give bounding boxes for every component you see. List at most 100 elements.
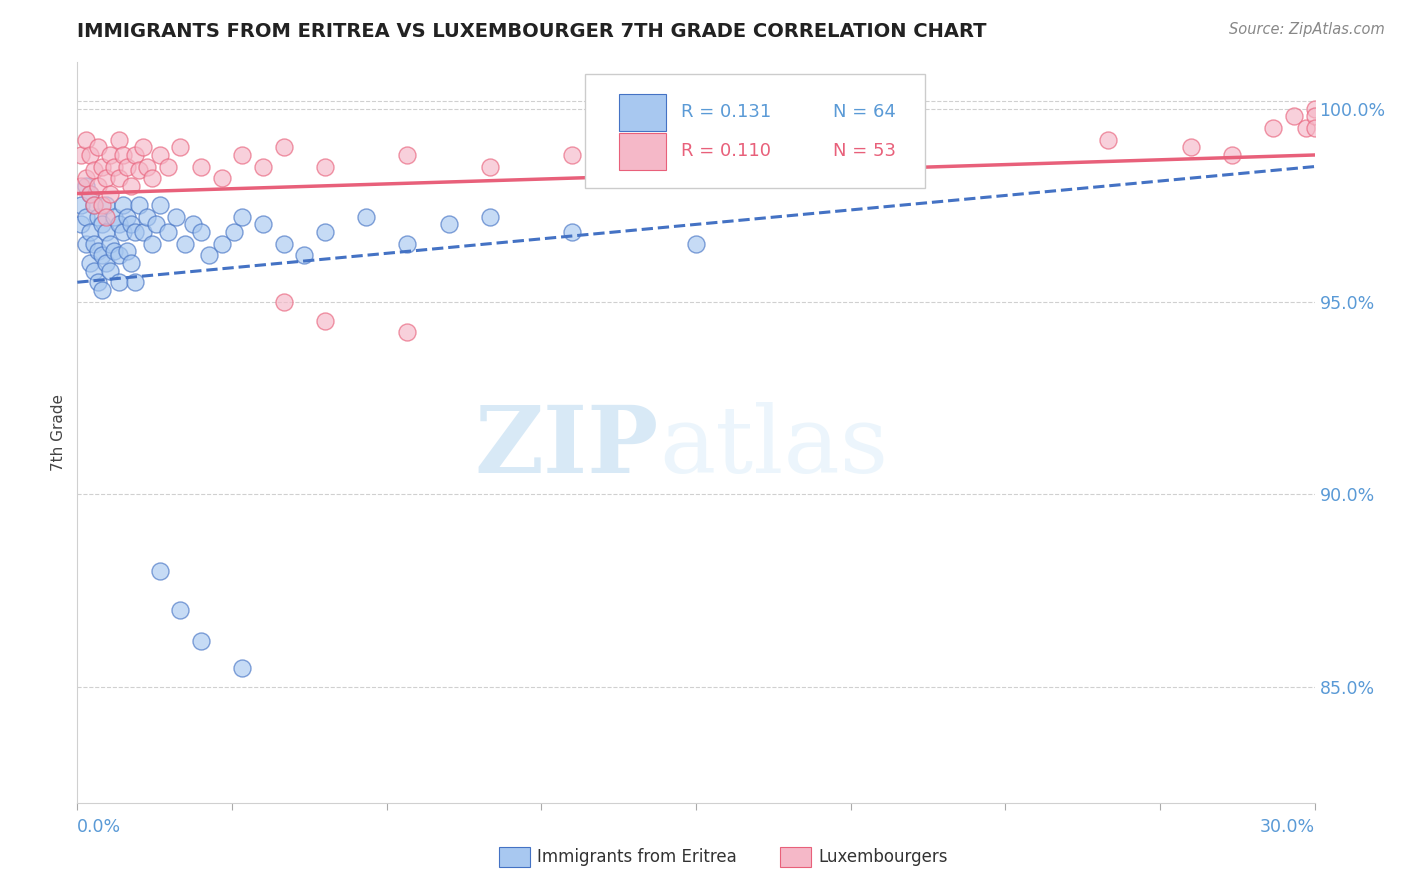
Point xyxy=(124,225,146,239)
Point xyxy=(83,198,105,212)
Point xyxy=(83,163,105,178)
Point xyxy=(75,132,97,146)
Point xyxy=(111,148,134,162)
Point xyxy=(173,236,195,251)
Point xyxy=(141,236,163,251)
Point xyxy=(136,160,159,174)
Point xyxy=(157,225,180,239)
Point xyxy=(111,198,134,212)
Point xyxy=(211,236,233,251)
Text: ZIP: ZIP xyxy=(475,402,659,492)
Point xyxy=(561,225,583,239)
Point xyxy=(98,263,121,277)
Point xyxy=(98,186,121,201)
Point xyxy=(478,210,501,224)
Text: R = 0.110: R = 0.110 xyxy=(681,143,770,161)
Point xyxy=(96,198,118,212)
Point xyxy=(120,178,142,193)
Point xyxy=(396,236,419,251)
Point xyxy=(75,178,97,193)
Point xyxy=(87,244,110,259)
Point xyxy=(124,275,146,289)
Text: 0.0%: 0.0% xyxy=(77,818,121,836)
Point xyxy=(115,160,138,174)
Point xyxy=(103,160,125,174)
Point xyxy=(98,236,121,251)
Point xyxy=(157,160,180,174)
Point xyxy=(314,314,336,328)
Point xyxy=(1303,120,1326,135)
Point xyxy=(70,148,93,162)
Point xyxy=(115,244,138,259)
Text: 30.0%: 30.0% xyxy=(1260,818,1315,836)
Point xyxy=(437,218,460,232)
Point xyxy=(561,148,583,162)
Point xyxy=(120,218,142,232)
Point xyxy=(91,218,114,232)
Text: Immigrants from Eritrea: Immigrants from Eritrea xyxy=(537,848,737,866)
Text: Source: ZipAtlas.com: Source: ZipAtlas.com xyxy=(1229,22,1385,37)
Point xyxy=(314,225,336,239)
Text: atlas: atlas xyxy=(659,402,889,492)
Point xyxy=(91,198,114,212)
Point xyxy=(165,210,187,224)
Point xyxy=(198,248,221,262)
Point xyxy=(128,198,150,212)
Point xyxy=(91,248,114,262)
Point xyxy=(96,210,118,224)
Point xyxy=(1282,110,1305,124)
Point xyxy=(1180,140,1202,154)
Point xyxy=(75,236,97,251)
Point xyxy=(1220,148,1243,162)
Point xyxy=(107,275,129,289)
Point xyxy=(273,236,295,251)
Point xyxy=(169,603,191,617)
Point xyxy=(222,225,245,239)
Point xyxy=(83,263,105,277)
Point xyxy=(79,186,101,201)
Point xyxy=(190,225,212,239)
Point xyxy=(190,160,212,174)
Point xyxy=(103,244,125,259)
Point xyxy=(273,294,295,309)
Text: IMMIGRANTS FROM ERITREA VS LUXEMBOURGER 7TH GRADE CORRELATION CHART: IMMIGRANTS FROM ERITREA VS LUXEMBOURGER … xyxy=(77,22,987,41)
Point xyxy=(396,148,419,162)
Point xyxy=(132,140,155,154)
FancyBboxPatch shape xyxy=(585,73,925,188)
Point xyxy=(107,171,129,186)
Point xyxy=(124,148,146,162)
Point xyxy=(91,160,114,174)
Point xyxy=(103,210,125,224)
Point xyxy=(354,210,377,224)
Text: N = 53: N = 53 xyxy=(834,143,896,161)
Point xyxy=(70,198,93,212)
FancyBboxPatch shape xyxy=(619,133,666,169)
Point xyxy=(87,275,110,289)
Point xyxy=(181,218,204,232)
Point xyxy=(70,178,93,193)
Point xyxy=(75,171,97,186)
Point xyxy=(75,210,97,224)
Point xyxy=(1263,120,1285,135)
FancyBboxPatch shape xyxy=(619,94,666,130)
Point xyxy=(145,218,167,232)
Point xyxy=(1303,110,1326,124)
Point xyxy=(252,218,274,232)
Point xyxy=(132,225,155,239)
Point xyxy=(685,140,707,154)
Point xyxy=(685,236,707,251)
Point xyxy=(120,256,142,270)
Point xyxy=(231,148,253,162)
Text: R = 0.131: R = 0.131 xyxy=(681,103,772,121)
Point xyxy=(98,148,121,162)
Point xyxy=(87,140,110,154)
Point xyxy=(149,565,172,579)
Point xyxy=(231,210,253,224)
Point xyxy=(231,661,253,675)
Point xyxy=(1295,120,1317,135)
Point xyxy=(111,225,134,239)
Point xyxy=(149,198,172,212)
Point xyxy=(211,171,233,186)
Point xyxy=(96,225,118,239)
Point xyxy=(96,171,118,186)
